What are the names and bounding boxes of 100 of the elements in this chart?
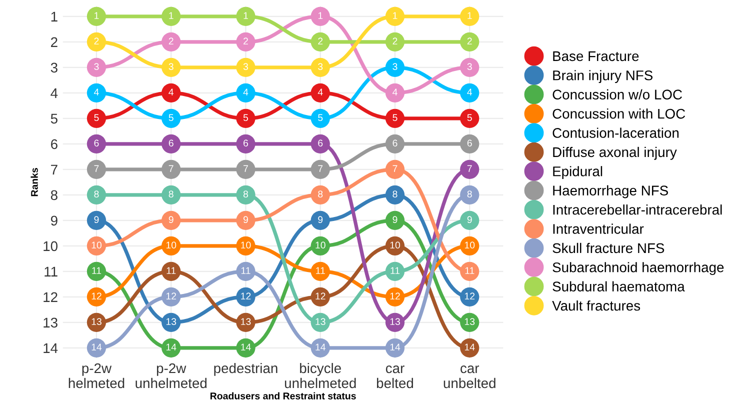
data-label: 4: [318, 88, 323, 96]
data-label: 3: [243, 63, 248, 70]
legend-label: Concussion w/o LOC: [552, 89, 682, 100]
data-label: 1: [169, 12, 174, 19]
data-label: 5: [467, 114, 472, 122]
x-tick-label: bicycle unhelmeted: [284, 362, 356, 388]
data-label: 8: [94, 190, 99, 198]
point: [310, 6, 330, 26]
y-tick-label: 3: [50, 62, 58, 73]
data-label: 14: [390, 344, 400, 350]
point: [236, 185, 256, 204]
data-label: 9: [392, 216, 398, 224]
y-tick-label: 5: [50, 114, 58, 124]
data-label: 9: [168, 216, 174, 224]
x-tick-label: car unbelted: [444, 366, 496, 388]
x-tick-label: car belted: [376, 366, 414, 388]
data-label: 8: [392, 190, 398, 198]
point: [385, 32, 405, 52]
point: [460, 6, 480, 26]
y-tick-label: 12: [44, 292, 58, 302]
data-label: 7: [94, 165, 99, 172]
point: [310, 210, 330, 230]
data-label: 10: [316, 242, 326, 249]
point: [162, 210, 181, 230]
point: [86, 108, 106, 128]
point: [162, 185, 181, 204]
data-label: 1: [244, 12, 248, 19]
legend-label: Haemorrhage NFS: [553, 185, 668, 198]
data-label: 10: [241, 242, 251, 249]
point: [162, 32, 181, 52]
data-label: 14: [464, 344, 475, 350]
point: [310, 160, 330, 179]
point: [86, 134, 106, 154]
data-label: 7: [392, 165, 398, 172]
point: [236, 6, 256, 26]
legend-label: Intracerebellar-intracerebral: [553, 204, 722, 215]
point: [236, 210, 256, 230]
data-label: 2: [244, 38, 248, 44]
point: [86, 32, 106, 52]
data-label: 7: [467, 165, 472, 172]
point: [162, 108, 181, 128]
data-label: 3: [318, 63, 323, 70]
legend-label: Skull fracture NFS: [552, 242, 664, 254]
data-label: 13: [166, 318, 176, 326]
data-label: 2: [467, 38, 472, 44]
data-label: 12: [464, 292, 475, 300]
point: [162, 160, 181, 179]
data-label: 11: [390, 267, 400, 274]
point: [460, 58, 480, 77]
point: [86, 160, 106, 179]
point: [162, 83, 181, 102]
data-label: 6: [318, 140, 323, 147]
data-label: 8: [243, 190, 248, 198]
data-label: 11: [92, 267, 102, 274]
data-label: 5: [318, 114, 323, 122]
data-label: 7: [244, 165, 248, 172]
data-label: 9: [467, 216, 472, 224]
point: [460, 185, 480, 204]
legend-label: Contusion-laceration: [552, 128, 679, 138]
data-label: 13: [316, 318, 326, 326]
data-label: 9: [318, 216, 323, 224]
y-tick-label: 1: [51, 12, 58, 22]
y-tick-label: 10: [44, 241, 58, 252]
x-axis-title: Roadusers and Restraint status: [210, 392, 356, 400]
point: [86, 210, 106, 230]
point: [236, 134, 256, 154]
data-label: 11: [465, 267, 474, 274]
x-tick-label: pedestrian: [214, 362, 278, 376]
point: [385, 58, 405, 77]
data-label: 14: [166, 344, 176, 350]
point: [385, 185, 405, 204]
point: [86, 83, 106, 102]
y-tick-label: 2: [51, 37, 58, 47]
data-label: 8: [318, 190, 323, 198]
point: [460, 160, 480, 179]
data-label: 8: [168, 190, 174, 198]
data-label: 4: [467, 88, 472, 96]
y-tick-label: 7: [51, 164, 58, 174]
data-label: 14: [316, 344, 326, 350]
data-label: 8: [467, 190, 472, 198]
point: [460, 108, 480, 128]
data-label: 10: [92, 242, 102, 249]
data-label: 6: [244, 140, 248, 147]
data-label: 1: [94, 12, 99, 19]
legend-label: Diffuse axonal injury: [553, 146, 677, 160]
point: [385, 160, 405, 179]
legend-label: Intraventricular: [553, 224, 644, 234]
point: [162, 58, 181, 77]
point: [86, 185, 106, 204]
point: [460, 83, 480, 102]
x-tick-label: p-2w unhelmeted: [136, 363, 207, 388]
data-label: 9: [94, 216, 99, 224]
point: [385, 108, 405, 128]
y-tick-label: 8: [50, 190, 58, 200]
data-label: 5: [392, 114, 398, 122]
point: [162, 134, 181, 154]
data-label: 3: [467, 63, 472, 70]
data-label: 10: [464, 242, 475, 249]
data-label: 12: [241, 292, 251, 300]
data-label: 6: [94, 140, 99, 147]
